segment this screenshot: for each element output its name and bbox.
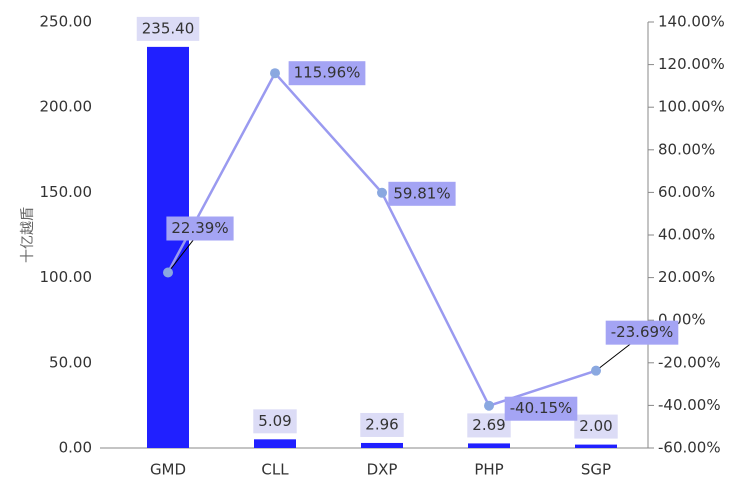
y-tick-label: 150.00 (40, 183, 93, 201)
line-value-label: 59.81% (393, 184, 450, 202)
y2-tick-label: 140.00% (658, 13, 725, 31)
x-tick-label: GMD (150, 461, 186, 479)
bar-value-label: 2.96 (365, 415, 398, 433)
bar-value-label-bg (360, 412, 404, 437)
y2-tick-label: 60.00% (658, 183, 715, 201)
line-value-label-bg (605, 320, 679, 345)
bar (361, 442, 403, 448)
y-tick-label: 250.00 (40, 13, 93, 31)
y2-tick-label: -60.00% (658, 439, 721, 457)
bar-value-label: 5.09 (258, 412, 291, 430)
bar-value-label: 2.69 (472, 416, 505, 434)
bar (468, 443, 510, 448)
line-point (377, 187, 387, 198)
line-value-label: 115.96% (294, 64, 361, 82)
line-value-label: 22.39% (171, 219, 228, 237)
line-point (163, 267, 173, 278)
y2-tick-label: 40.00% (658, 226, 715, 244)
y2-tick-label: 100.00% (658, 98, 725, 116)
x-tick-label: SGP (581, 461, 611, 479)
line-point (270, 68, 280, 79)
leader-line (595, 341, 634, 372)
y2-tick-label: -40.00% (658, 396, 721, 414)
bar-value-label: 235.40 (142, 19, 195, 37)
bar (254, 439, 296, 448)
y2-tick-label: 80.00% (658, 140, 715, 158)
y-tick-label: 200.00 (40, 98, 93, 116)
y-tick-label: 100.00 (40, 268, 93, 286)
bar-value-label-bg (253, 409, 297, 434)
y2-tick-label: 20.00% (658, 268, 715, 286)
line-point (484, 400, 494, 411)
y-tick-label: 0.00 (59, 439, 92, 457)
line-value-label-bg (504, 396, 578, 421)
bar-value-label-bg (574, 414, 618, 439)
y-tick-label: 50.00 (49, 353, 92, 371)
bar-value-label-bg (467, 413, 511, 438)
bar-value-label: 2.00 (579, 417, 612, 435)
x-tick-label: PHP (474, 461, 503, 479)
bar (575, 444, 617, 448)
line-value-label-bg (166, 216, 234, 241)
y-axis-label: 十亿越盾 (20, 207, 36, 263)
line-value-label: -40.15% (510, 399, 573, 417)
line-value-label-bg (388, 181, 456, 206)
y2-tick-label: 120.00% (658, 55, 725, 73)
x-tick-label: DXP (367, 461, 398, 479)
line-value-label: -23.69% (611, 323, 674, 341)
x-tick-label: CLL (261, 461, 289, 479)
line-value-label-bg (288, 61, 366, 86)
bar-value-label-bg (136, 16, 200, 41)
line-point (591, 365, 601, 376)
leader-line (167, 239, 194, 273)
y2-tick-label: -20.00% (658, 353, 721, 371)
